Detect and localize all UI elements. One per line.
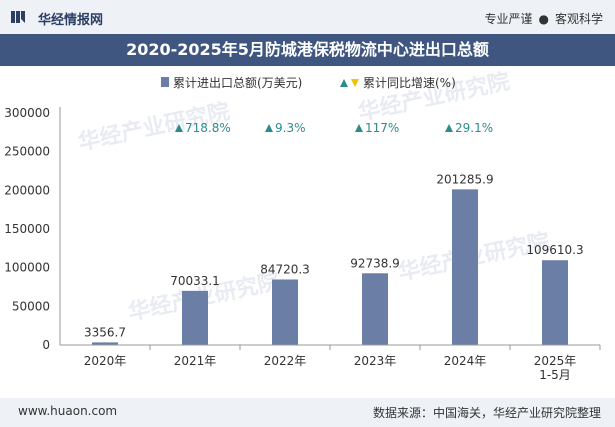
y-tick-label: 0 <box>42 338 50 352</box>
y-tick-label: 300000 <box>4 106 50 120</box>
watermarks: 华经产业研究院 华经产业研究院 华经产业研究院 华经产业研究院 <box>76 68 552 325</box>
site-name: 华经情报网 <box>38 13 104 28</box>
legend-bar-label: 累计进出口总额(万美元) <box>173 76 302 90</box>
chart-title: 2020-2025年5月防城港保税物流中心进出口总额 <box>0 34 615 66</box>
y-tick-label: 50000 <box>12 299 50 313</box>
website-link[interactable]: www.huaon.com <box>18 404 118 418</box>
bar <box>272 279 298 345</box>
bar <box>452 189 478 345</box>
x-tick-label: 2021年 <box>174 354 217 368</box>
x-tick-label: 2025年 <box>534 354 577 368</box>
x-tick-label: 2022年 <box>264 354 307 368</box>
legend-growth-label: 累计同比增速(%) <box>363 76 456 90</box>
bar <box>92 342 118 345</box>
growth-labels: 718.8% 9.3% 117% 29.1% <box>175 121 493 135</box>
data-source: 数据来源：中国海关，华经产业研究院整理 <box>372 406 601 420</box>
top-bar: 华经情报网 专业严谨 ● 客观科学 <box>0 0 615 34</box>
legend: 累计进出口总额(万美元) 累计同比增速(%) <box>161 76 456 90</box>
bar <box>182 290 208 345</box>
y-axis: 0 50000 100000 150000 200000 250000 300000 <box>4 106 61 352</box>
legend-bar-swatch <box>161 77 169 87</box>
bars: 3356.7 70033.1 84720.3 92738.9 201285.9 10961… <box>84 172 584 345</box>
bar-value-label: 92738.9 <box>350 256 400 270</box>
slogan: 专业严谨 ● 客观科学 <box>484 10 603 27</box>
legend-up-arrow-icon <box>340 79 348 87</box>
bar-value-label: 201285.9 <box>436 172 493 186</box>
logo-icon <box>11 11 25 23</box>
growth-up-arrow-icon <box>175 124 183 132</box>
bar-chart: 华经产业研究院 华经产业研究院 华经产业研究院 华经产业研究院 累计进出口总额(… <box>4 68 601 382</box>
slogan-right: 客观科学 <box>554 12 603 26</box>
bar <box>362 273 388 345</box>
y-tick-label: 200000 <box>4 183 50 197</box>
bar-value-label: 84720.3 <box>260 262 310 276</box>
bar-value-label: 109610.3 <box>526 243 583 257</box>
growth-up-arrow-icon <box>265 124 273 132</box>
slogan-separator: ● <box>538 12 549 26</box>
y-tick-label: 150000 <box>4 222 50 236</box>
growth-label: 718.8% <box>185 121 231 135</box>
y-tick-label: 250000 <box>4 145 50 159</box>
growth-label: 9.3% <box>275 121 306 135</box>
growth-label: 29.1% <box>455 121 493 135</box>
legend-down-arrow-icon <box>351 79 359 87</box>
x-tick-label: 1-5月 <box>539 368 571 382</box>
footer: www.huaon.com 数据来源：中国海关，华经产业研究院整理 <box>0 398 615 427</box>
growth-label: 117% <box>365 121 399 135</box>
x-tick-label: 2020年 <box>84 354 127 368</box>
x-tick-label: 2024年 <box>444 354 487 368</box>
y-tick-label: 100000 <box>4 261 50 275</box>
bar <box>542 260 568 345</box>
bar-value-label: 3356.7 <box>84 325 126 339</box>
growth-up-arrow-icon <box>445 124 453 132</box>
slogan-left: 专业严谨 <box>484 12 533 26</box>
bar-value-label: 70033.1 <box>170 274 220 288</box>
x-tick-label: 2023年 <box>354 354 397 368</box>
growth-up-arrow-icon <box>355 124 363 132</box>
